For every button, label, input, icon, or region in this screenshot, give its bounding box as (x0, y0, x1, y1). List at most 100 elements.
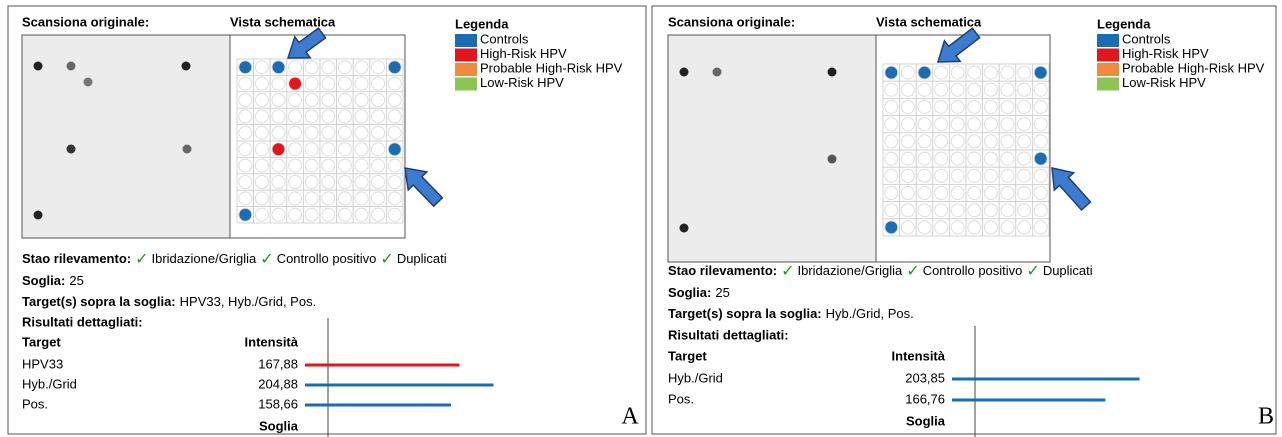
legend-label: Controls (480, 31, 529, 46)
spot (289, 78, 301, 90)
grid-well (322, 143, 335, 156)
grid-well (1018, 187, 1031, 200)
grid-well (935, 152, 948, 165)
threshold-label: Soglia: (668, 285, 711, 300)
grid-well (322, 176, 335, 189)
grid-well (1018, 221, 1031, 234)
grid-well (918, 118, 931, 131)
schematic-title: Vista schematica (876, 14, 982, 29)
grid-well (305, 143, 318, 156)
grid-well (1001, 169, 1014, 182)
grid-well (372, 94, 385, 107)
grid-well (901, 204, 914, 217)
legend-label: Probable High-Risk HPV (1122, 60, 1265, 75)
status-label: Stao rilevamento: (22, 251, 131, 266)
grid-well (305, 61, 318, 74)
grid-well (372, 126, 385, 139)
legend-swatch (1097, 34, 1119, 47)
targets-line: Target(s) sopra la soglia:Hyb./Grid, Pos… (668, 306, 914, 321)
grid-well (901, 83, 914, 96)
legend-swatch (455, 63, 477, 76)
grid-well (1018, 83, 1031, 96)
legend-swatch (455, 49, 477, 62)
grid-well (951, 221, 964, 234)
grid-well (984, 204, 997, 217)
grid-well (901, 135, 914, 148)
grid-well (272, 94, 285, 107)
grid-well (255, 176, 268, 189)
grid-well (338, 143, 351, 156)
grid-well (338, 208, 351, 221)
grid-well (951, 135, 964, 148)
grid-well (322, 61, 335, 74)
scan-title: Scansiona originale: (668, 14, 795, 29)
targets-value: HPV33, Hyb./Grid, Pos. (180, 294, 317, 309)
check-icon: ✓ (1026, 263, 1039, 280)
grid-well (1018, 135, 1031, 148)
scan-spot (182, 62, 191, 71)
grid-well (372, 110, 385, 123)
grid-well (322, 94, 335, 107)
grid-well (918, 135, 931, 148)
grid-well (305, 208, 318, 221)
grid-well (355, 77, 368, 90)
grid-well (1001, 221, 1014, 234)
grid-well (388, 159, 401, 172)
grid-well (372, 143, 385, 156)
grid-well (935, 118, 948, 131)
grid-well (355, 176, 368, 189)
scan-spot (183, 145, 192, 154)
grid-well (239, 176, 252, 189)
scan-spot (828, 68, 837, 77)
scan-spot (67, 62, 76, 71)
grid-well (289, 208, 302, 221)
grid-well (388, 208, 401, 221)
target-header: Target (668, 348, 707, 363)
grid-well (305, 159, 318, 172)
grid-well (372, 159, 385, 172)
grid-well (372, 208, 385, 221)
grid-well (272, 126, 285, 139)
grid-well (935, 66, 948, 79)
status-line: Stao rilevamento:✓Ibridazione/Griglia✓Co… (22, 251, 447, 268)
grid-well (918, 221, 931, 234)
grid-well (1034, 83, 1047, 96)
grid-well (901, 101, 914, 114)
spot (1035, 153, 1047, 165)
legend-label: Controls (1122, 31, 1171, 46)
grid-well (338, 176, 351, 189)
grid-well (951, 118, 964, 131)
legend-swatch (455, 78, 477, 91)
grid-well (885, 187, 898, 200)
result-target: HPV33 (22, 356, 63, 371)
grid-well (935, 135, 948, 148)
grid-well (272, 110, 285, 123)
check-icon: ✓ (781, 263, 794, 280)
panel-label: B (1258, 404, 1274, 430)
grid-well (305, 94, 318, 107)
grid-well (984, 135, 997, 148)
grid-well (1034, 118, 1047, 131)
legend-title: Legenda (455, 16, 509, 31)
status-check: Controllo positivo (277, 251, 377, 266)
grid-well (885, 152, 898, 165)
grid-well (918, 187, 931, 200)
grid-well (918, 101, 931, 114)
grid-well (239, 192, 252, 205)
grid-well (984, 118, 997, 131)
spot (885, 221, 897, 233)
status-check: Ibridazione/Griglia (152, 251, 258, 266)
grid-well (372, 77, 385, 90)
check-icon: ✓ (135, 251, 148, 268)
results-title: Risultati dettagliati: (22, 314, 143, 329)
scan-title: Scansiona originale: (22, 14, 149, 29)
intensity-header: Intensità (245, 334, 299, 349)
grid-well (255, 192, 268, 205)
grid-well (272, 176, 285, 189)
grid-well (239, 110, 252, 123)
grid-well (322, 126, 335, 139)
grid-well (984, 187, 997, 200)
grid-well (1018, 101, 1031, 114)
grid-well (338, 94, 351, 107)
grid-well (372, 176, 385, 189)
